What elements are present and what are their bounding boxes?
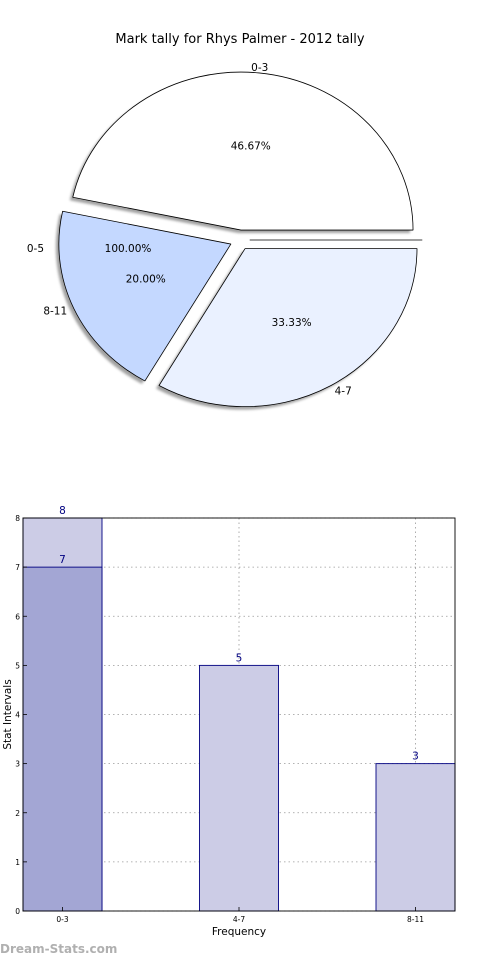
pie-pct-label: 46.67% <box>231 141 271 153</box>
pie-pct-label: 33.33% <box>272 317 312 329</box>
pie-slice-4-7 <box>158 248 418 408</box>
bar-0-3 <box>22 566 103 912</box>
pie-label-0-5: 0-5 <box>27 243 44 255</box>
x-axis-label: Frequency <box>212 926 266 938</box>
bar-8-11 <box>375 763 456 912</box>
y-tick-label: 2 <box>15 809 20 818</box>
x-tick-label: 0-3 <box>56 915 68 924</box>
pie-chart: 0-3 46.67% 8-11 20.00% 4-7 33.33% 0-5 100.00% <box>27 62 423 410</box>
y-tick-label: 0 <box>15 907 20 916</box>
bar-data-label: 5 <box>236 652 243 664</box>
y-tick-label: 7 <box>15 563 20 572</box>
y-tick-label: 8 <box>15 514 20 523</box>
y-axis-label: Stat Intervals <box>2 679 14 749</box>
pie-pct-label: 100.00% <box>105 243 152 255</box>
bar-chart: 0 1 2 3 4 5 6 7 8 0-3 4-7 8-11 8 7 5 3 Frequency Stat Int… <box>2 505 456 938</box>
bar-data-label: 7 <box>59 554 66 566</box>
pie-label-4-7: 4-7 <box>335 386 352 398</box>
x-tick-label: 4-7 <box>233 915 245 924</box>
bar-4-7 <box>199 664 279 912</box>
watermark: Dream-Stats.com <box>0 942 118 956</box>
y-tick-label: 6 <box>15 612 20 621</box>
pie-slice-8-11 <box>58 210 232 382</box>
bar-data-label: 8 <box>59 505 66 517</box>
y-tick-label: 1 <box>15 858 20 867</box>
pie-slice-0-3 <box>72 71 414 231</box>
pie-label-8-11: 8-11 <box>43 306 67 318</box>
y-tick-label: 3 <box>15 760 20 769</box>
x-tick-label: 8-11 <box>407 915 424 924</box>
y-tick-label: 4 <box>15 711 20 720</box>
pie-pct-label: 20.00% <box>126 274 166 286</box>
y-tick-label: 5 <box>15 661 20 670</box>
pie-label-0-3: 0-3 <box>251 62 268 74</box>
pie-title: Mark tally for Rhys Palmer - 2012 tally <box>115 32 364 47</box>
bar-data-label: 3 <box>412 751 419 763</box>
